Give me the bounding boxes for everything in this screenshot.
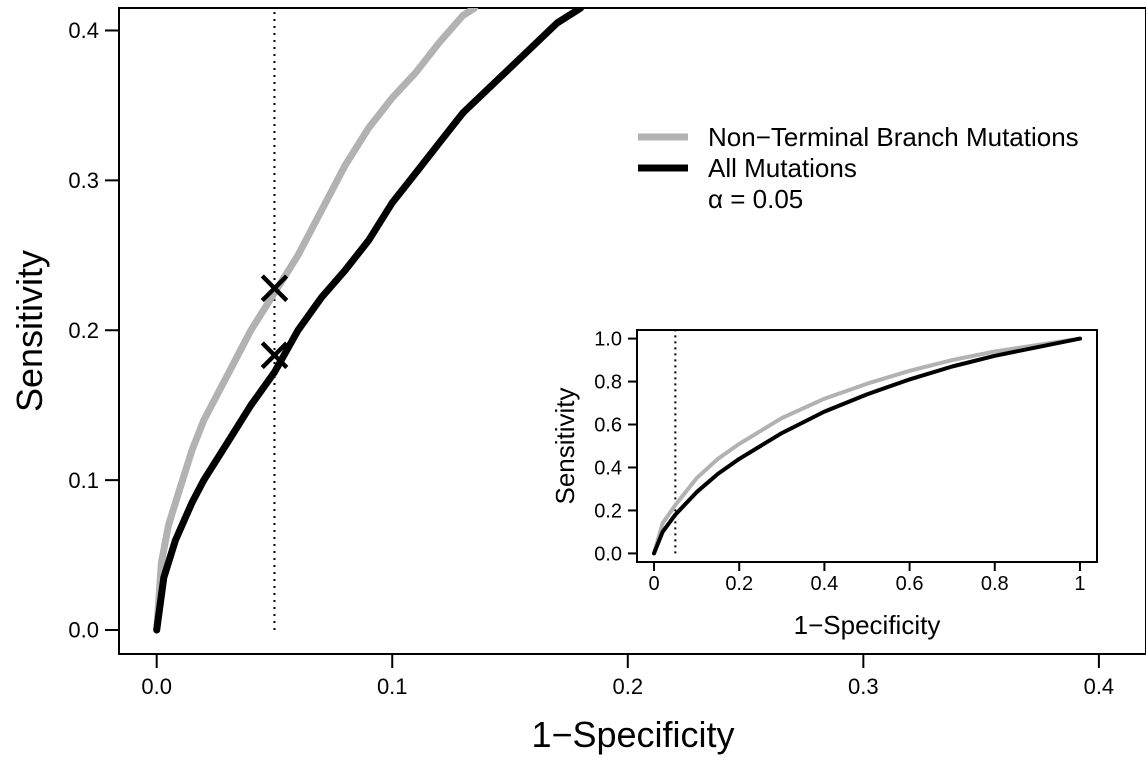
main-series-all-mutations — [153, 8, 585, 634]
legend: Non−Terminal Branch Mutations All Mutati… — [638, 122, 1079, 214]
inset-y-axis: 0.0 0.2 0.4 0.6 0.8 1.0 — [594, 329, 638, 565]
main-y-tick-label: 0.2 — [68, 318, 99, 343]
main-y-axis-title: Sensitivity — [9, 250, 50, 412]
inset-y-tick-label: 1.0 — [594, 329, 622, 351]
inset-x-axis-title: 1−Specificity — [794, 610, 941, 640]
main-x-tick-label: 0.3 — [848, 674, 879, 699]
inset-x-tick-label: 0.8 — [981, 573, 1009, 595]
main-series-layer — [153, 8, 585, 634]
inset-y-tick-label: 0.8 — [594, 372, 622, 394]
inset-y-tick-label: 0.4 — [594, 457, 622, 479]
marker-all-mutations: × — [256, 321, 292, 390]
inset-y-axis-title: Sensitivity — [550, 387, 580, 504]
inset-y-tick-label: 0.0 — [594, 543, 622, 565]
main-series-non-terminal-branch-mutations — [153, 8, 479, 634]
main-x-axis-title: 1−Specificity — [531, 714, 734, 755]
main-x-tick-label: 0.2 — [612, 674, 643, 699]
main-y-axis: 0.0 0.1 0.2 0.3 0.4 — [68, 18, 120, 643]
inset-x-tick-label: 0.6 — [896, 573, 924, 595]
marker-non-terminal-branch-mutations: × — [256, 254, 292, 323]
main-x-tick-label: 0.0 — [141, 674, 172, 699]
inset-x-tick-label: 1 — [1074, 573, 1085, 595]
inset-series-all-mutations — [652, 336, 1082, 556]
main-markers-layer: ×× — [256, 254, 292, 390]
main-y-tick-label: 0.0 — [68, 618, 99, 643]
main-plot: 0.0 0.1 0.2 0.3 0.4 0.0 0.1 0.2 0.3 0.4 ×× 1−Spe… — [9, 7, 1146, 755]
legend-label-non-terminal: Non−Terminal Branch Mutations — [708, 122, 1079, 152]
inset-plot: 0 0.2 0.4 0.6 0.8 1 0.0 0.2 0.4 0.6 0.8 1.0 1−Spec… — [550, 329, 1098, 640]
main-y-tick-label: 0.3 — [68, 168, 99, 193]
inset-x-axis: 0 0.2 0.4 0.6 0.8 1 — [648, 561, 1086, 595]
inset-series-layer — [652, 336, 1082, 556]
main-x-tick-label: 0.1 — [377, 674, 408, 699]
main-y-tick-label: 0.1 — [68, 468, 99, 493]
inset-x-tick-label: 0.4 — [811, 573, 839, 595]
legend-alpha-annotation: α = 0.05 — [708, 184, 803, 214]
inset-x-tick-label: 0 — [648, 573, 659, 595]
inset-series-non-terminal-branch-mutations — [652, 336, 1082, 556]
main-x-tick-label: 0.4 — [1084, 674, 1115, 699]
inset-y-tick-label: 0.2 — [594, 500, 622, 522]
inset-x-tick-label: 0.2 — [725, 573, 753, 595]
legend-label-all-mutations: All Mutations — [708, 153, 857, 183]
inset-y-tick-label: 0.6 — [594, 415, 622, 437]
main-x-axis: 0.0 0.1 0.2 0.3 0.4 — [141, 653, 1115, 699]
main-y-tick-label: 0.4 — [68, 18, 99, 43]
inset-plot-background — [637, 330, 1097, 562]
